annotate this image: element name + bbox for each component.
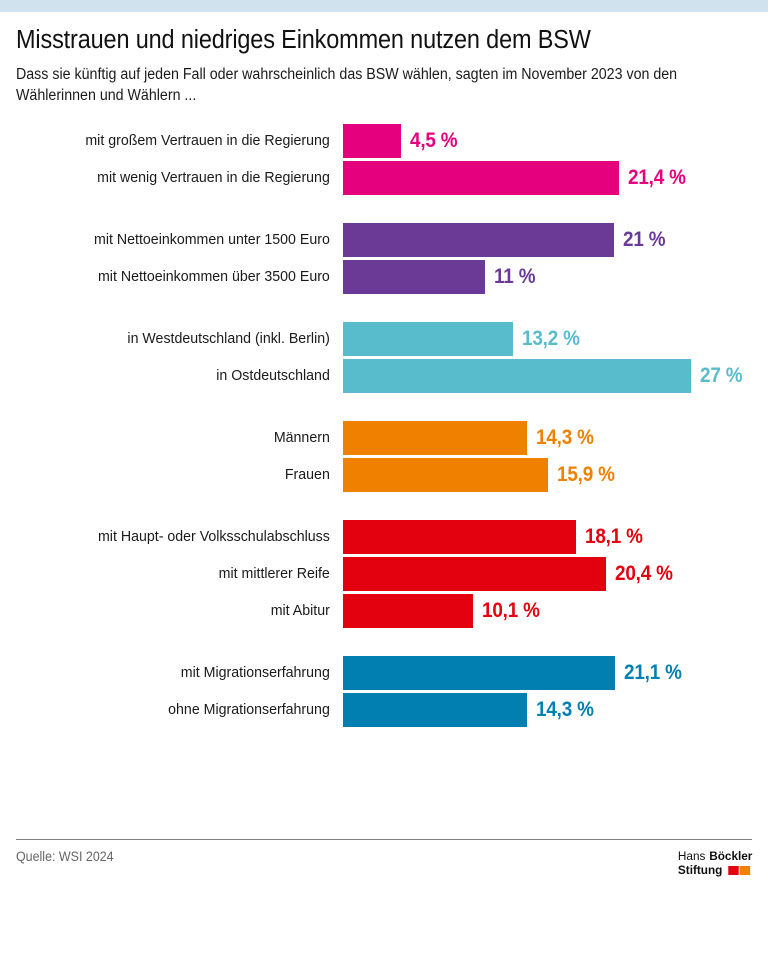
bar-track: 20,4 %: [343, 556, 768, 591]
bar-track: 13,2 %: [343, 321, 768, 356]
bar-value-label: 4,5 %: [410, 129, 458, 153]
bar-value-label: 14,3 %: [536, 698, 595, 722]
header: Misstrauen und niedriges Einkommen nutze…: [0, 12, 768, 107]
bar-track: 21,4 %: [343, 160, 768, 195]
bar-category-label: mit Nettoeinkommen unter 1500 Euro: [94, 230, 330, 248]
bar-category-label: mit Nettoeinkommen über 3500 Euro: [97, 267, 330, 285]
bar-group: mit Migrationserfahrung 21,1 % ohne Migrat…: [0, 655, 768, 727]
bar-value-label: 27 %: [700, 364, 743, 388]
hans-boeckler-stiftung-logo: Hans Böckler Stiftung: [678, 849, 752, 878]
bar-track: 10,1 %: [343, 593, 768, 628]
bar-row: mit Abitur 10,1 %: [0, 593, 768, 628]
bar-track: 14,3 %: [343, 692, 768, 727]
bar: [343, 556, 607, 591]
bar-track: 18,1 %: [343, 519, 768, 554]
bar-row: mit Nettoeinkommen unter 1500 Euro 21 %: [0, 222, 768, 257]
page-title: Misstrauen und niedriges Einkommen nutze…: [16, 26, 591, 54]
bar-value-label: 20,4 %: [615, 562, 673, 586]
bar-value-label: 18,1 %: [585, 525, 644, 549]
source-note: Quelle: WSI 2024: [16, 848, 114, 864]
bar-value-label: 21,4 %: [628, 166, 686, 190]
bar-track: 14,3 %: [343, 420, 768, 455]
bar: [343, 160, 620, 195]
bar-category-label: mit großem Vertrauen in die Regierung: [85, 131, 330, 149]
bar-group: in Westdeutschland (inkl. Berlin) 13,2 % i…: [0, 321, 768, 393]
bar-group: mit Nettoeinkommen unter 1500 Euro 21 % mi…: [0, 222, 768, 294]
bar-chart: mit großem Vertrauen in die Regierung 4,5…: [0, 123, 768, 727]
bar-category-label: mit wenig Vertrauen in die Regierung: [97, 168, 330, 186]
bar: [343, 321, 514, 356]
logo-text-boeckler: Böckler: [708, 848, 752, 863]
bar: [343, 519, 577, 554]
bar-value-label: 13,2 %: [522, 327, 581, 351]
bar-row: mit wenig Vertrauen in die Regierung 21,4…: [0, 160, 768, 195]
bar-track: 11 %: [343, 259, 768, 294]
bar-category-label: mit Abitur: [270, 601, 330, 619]
logo-text-stiftung: Stiftung: [677, 863, 722, 878]
bar-row: mit Nettoeinkommen über 3500 Euro 11 %: [0, 259, 768, 294]
bar: [343, 457, 549, 492]
bar-row: Frauen 15,9 %: [0, 457, 768, 492]
bar-row: mit Migrationserfahrung 21,1 %: [0, 655, 768, 690]
bar: [343, 420, 528, 455]
bar-row: in Westdeutschland (inkl. Berlin) 13,2 %: [0, 321, 768, 356]
bar-category-label: mit mittlerer Reife: [218, 564, 330, 582]
bar-row: ohne Migrationserfahrung 14,3 %: [0, 692, 768, 727]
bar-track: 21 %: [343, 222, 768, 257]
bar: [343, 259, 485, 294]
bar-group: Männern 14,3 % Frauen 15,9 %: [0, 420, 768, 492]
bar-row: mit großem Vertrauen in die Regierung 4,5…: [0, 123, 768, 158]
top-accent-bar: [0, 0, 768, 12]
bar-track: 21,1 %: [343, 655, 768, 690]
bar-value-label: 14,3 %: [536, 426, 595, 450]
bar-category-label: mit Haupt- oder Volksschulabschluss: [97, 527, 330, 545]
bar-track: 27 %: [343, 358, 768, 393]
bar-row: mit Haupt- oder Volksschulabschluss 18,1 …: [0, 519, 768, 554]
bar-row: Männern 14,3 %: [0, 420, 768, 455]
bar-category-label: Frauen: [284, 465, 330, 483]
bar-category-label: Männern: [273, 428, 330, 446]
bar: [343, 123, 402, 158]
bar: [343, 692, 528, 727]
bar-category-label: in Ostdeutschland: [216, 366, 330, 384]
bar-row: mit mittlerer Reife 20,4 %: [0, 556, 768, 591]
footer: Quelle: WSI 2024 Hans Böckler Stiftung: [0, 838, 768, 878]
bar-value-label: 21,1 %: [624, 661, 682, 685]
bar: [343, 358, 692, 393]
bar-group: mit Haupt- oder Volksschulabschluss 18,1 …: [0, 519, 768, 628]
bar-value-label: 15,9 %: [557, 463, 615, 487]
bar-category-label: ohne Migrationserfahrung: [168, 700, 330, 718]
bar-row: in Ostdeutschland 27 %: [0, 358, 768, 393]
footer-divider: [16, 838, 752, 840]
logo-mark-icon: [727, 866, 750, 876]
bar-track: 15,9 %: [343, 457, 768, 492]
bar-value-label: 10,1 %: [482, 599, 541, 623]
bar-category-label: mit Migrationserfahrung: [180, 663, 330, 681]
bar: [343, 593, 474, 628]
bar-value-label: 21 %: [622, 228, 666, 252]
bar-track: 4,5 %: [343, 123, 768, 158]
bar: [343, 222, 614, 257]
bar: [343, 655, 616, 690]
bar-group: mit großem Vertrauen in die Regierung 4,5…: [0, 123, 768, 195]
bar-value-label: 11 %: [493, 265, 536, 289]
bar-category-label: in Westdeutschland (inkl. Berlin): [127, 329, 330, 347]
logo-text-hans: Hans: [677, 848, 706, 863]
page-subtitle: Dass sie künftig auf jeden Fall oder wah…: [16, 65, 678, 105]
